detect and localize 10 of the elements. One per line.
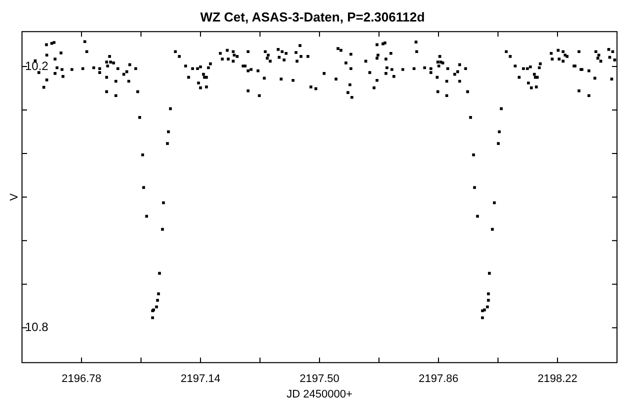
x-axis-title: JD 2450000+ [286, 388, 352, 400]
y-axis-title: V [8, 192, 21, 201]
y-tick-label: 10.8 [25, 320, 49, 334]
x-tick-label: 2197.50 [300, 373, 340, 386]
x-tick-label: 2196.78 [62, 373, 102, 386]
x-tick-label: 2198.22 [538, 373, 578, 386]
x-tick-label: 2197.86 [418, 373, 458, 386]
x-tick-label: 2197.14 [180, 373, 220, 386]
y-tick-label: 10.2 [25, 58, 49, 73]
chart-title: WZ Cet, ASAS-3-Daten, P=2.306112d [200, 9, 425, 24]
